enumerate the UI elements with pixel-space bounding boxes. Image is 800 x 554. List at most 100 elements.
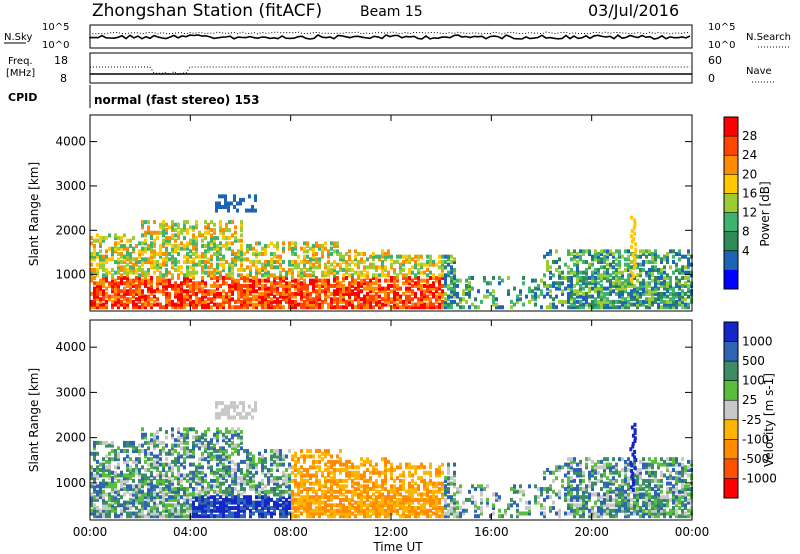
heatmap-cell <box>279 291 282 296</box>
heatmap-cell <box>324 270 327 275</box>
heatmap-cell <box>288 246 291 251</box>
heatmap-cell <box>354 257 357 262</box>
heatmap-cell <box>609 283 612 288</box>
heatmap-cell <box>300 481 303 486</box>
heatmap-cell <box>321 249 324 254</box>
heatmap-cell <box>177 427 180 432</box>
heatmap-cell <box>579 254 582 259</box>
heatmap-cell <box>615 249 618 254</box>
heatmap-cell <box>114 278 117 283</box>
heatmap-cell <box>135 267 138 272</box>
heatmap-cell <box>372 252 375 257</box>
heatmap-cell <box>360 473 363 478</box>
heatmap-cell <box>273 459 276 464</box>
heatmap-cell <box>573 305 576 310</box>
heatmap-cell <box>168 484 171 489</box>
heatmap-cell <box>342 273 345 278</box>
heatmap-cell <box>201 481 204 486</box>
heatmap-cell <box>285 489 288 494</box>
heatmap-cell <box>324 262 327 267</box>
heatmap-cell <box>591 294 594 299</box>
heatmap-cell <box>183 511 186 516</box>
heatmap-cell <box>366 468 369 473</box>
heatmap-cell <box>624 249 627 254</box>
heatmap-cell <box>90 267 93 272</box>
heatmap-cell <box>132 281 135 286</box>
heatmap-cell <box>342 506 345 511</box>
heatmap-cell <box>282 286 285 291</box>
heatmap-cell <box>114 476 117 481</box>
heatmap-cell <box>144 230 147 235</box>
heatmap-cell <box>345 286 348 291</box>
heatmap-cell <box>426 497 429 502</box>
heatmap-cell <box>570 270 573 275</box>
heatmap-cell <box>333 514 336 519</box>
heatmap-cell <box>540 305 543 310</box>
heatmap-cell <box>342 275 345 280</box>
heatmap-cell <box>333 275 336 280</box>
heatmap-cell <box>186 252 189 257</box>
heatmap-cell <box>216 470 219 475</box>
heatmap-cell <box>264 489 267 494</box>
heatmap-cell <box>215 208 218 213</box>
heatmap-cell <box>141 497 144 502</box>
heatmap-cell <box>186 254 189 259</box>
heatmap-cell <box>192 302 195 307</box>
heatmap-cell <box>213 230 216 235</box>
heatmap-cell <box>570 289 573 294</box>
heatmap-cell <box>426 254 429 259</box>
heatmap-cell <box>324 454 327 459</box>
heatmap-cell <box>609 262 612 267</box>
heatmap-cell <box>339 449 342 454</box>
heatmap-cell <box>120 503 123 508</box>
heatmap-cell <box>591 262 594 267</box>
heatmap-cell <box>276 241 279 246</box>
heatmap-cell <box>405 302 408 307</box>
heatmap-cell <box>105 267 108 272</box>
heatmap-cell <box>288 511 291 516</box>
heatmap-cell <box>159 302 162 307</box>
heatmap-cell <box>570 468 573 473</box>
colorbar-segment <box>724 212 738 233</box>
heatmap-cell <box>231 257 234 262</box>
heatmap-cell <box>261 294 264 299</box>
heatmap-cell <box>525 506 528 511</box>
heatmap-cell <box>390 465 393 470</box>
heatmap-cell <box>102 281 105 286</box>
heatmap-cell <box>210 241 213 246</box>
heatmap-cell <box>417 492 420 497</box>
heatmap-cell <box>630 297 633 302</box>
heatmap-cell <box>444 489 447 494</box>
heatmap-cell <box>192 508 195 513</box>
heatmap-cell <box>153 511 156 516</box>
heatmap-cell <box>282 514 285 519</box>
heatmap-cell <box>213 246 216 251</box>
heatmap-cell <box>354 514 357 519</box>
heatmap-cell <box>201 506 204 511</box>
heatmap-cell <box>120 236 123 241</box>
heatmap-cell <box>393 487 396 492</box>
heatmap-cell <box>606 257 609 262</box>
heatmap-cell <box>218 205 221 210</box>
heatmap-cell <box>629 276 633 281</box>
heatmap-cell <box>96 440 99 445</box>
heatmap-cell <box>366 273 369 278</box>
heatmap-cell <box>279 462 282 467</box>
heatmap-cell <box>174 497 177 502</box>
heatmap-cell <box>231 252 234 257</box>
heatmap-cell <box>297 265 300 270</box>
heatmap-cell <box>456 283 459 288</box>
heatmap-cell <box>114 233 117 238</box>
heatmap-cell <box>261 286 264 291</box>
heatmap-cell <box>150 497 153 502</box>
heatmap-cell <box>594 299 597 304</box>
heatmap-cell <box>279 476 282 481</box>
noise-panel-frame <box>89 24 693 49</box>
heatmap-cell <box>306 259 309 264</box>
heatmap-cell <box>264 500 267 505</box>
heatmap-cell <box>117 462 120 467</box>
heatmap-cell <box>540 511 543 516</box>
heatmap-cell <box>96 511 99 516</box>
heatmap-cell <box>174 438 177 443</box>
heatmap-cell <box>339 500 342 505</box>
